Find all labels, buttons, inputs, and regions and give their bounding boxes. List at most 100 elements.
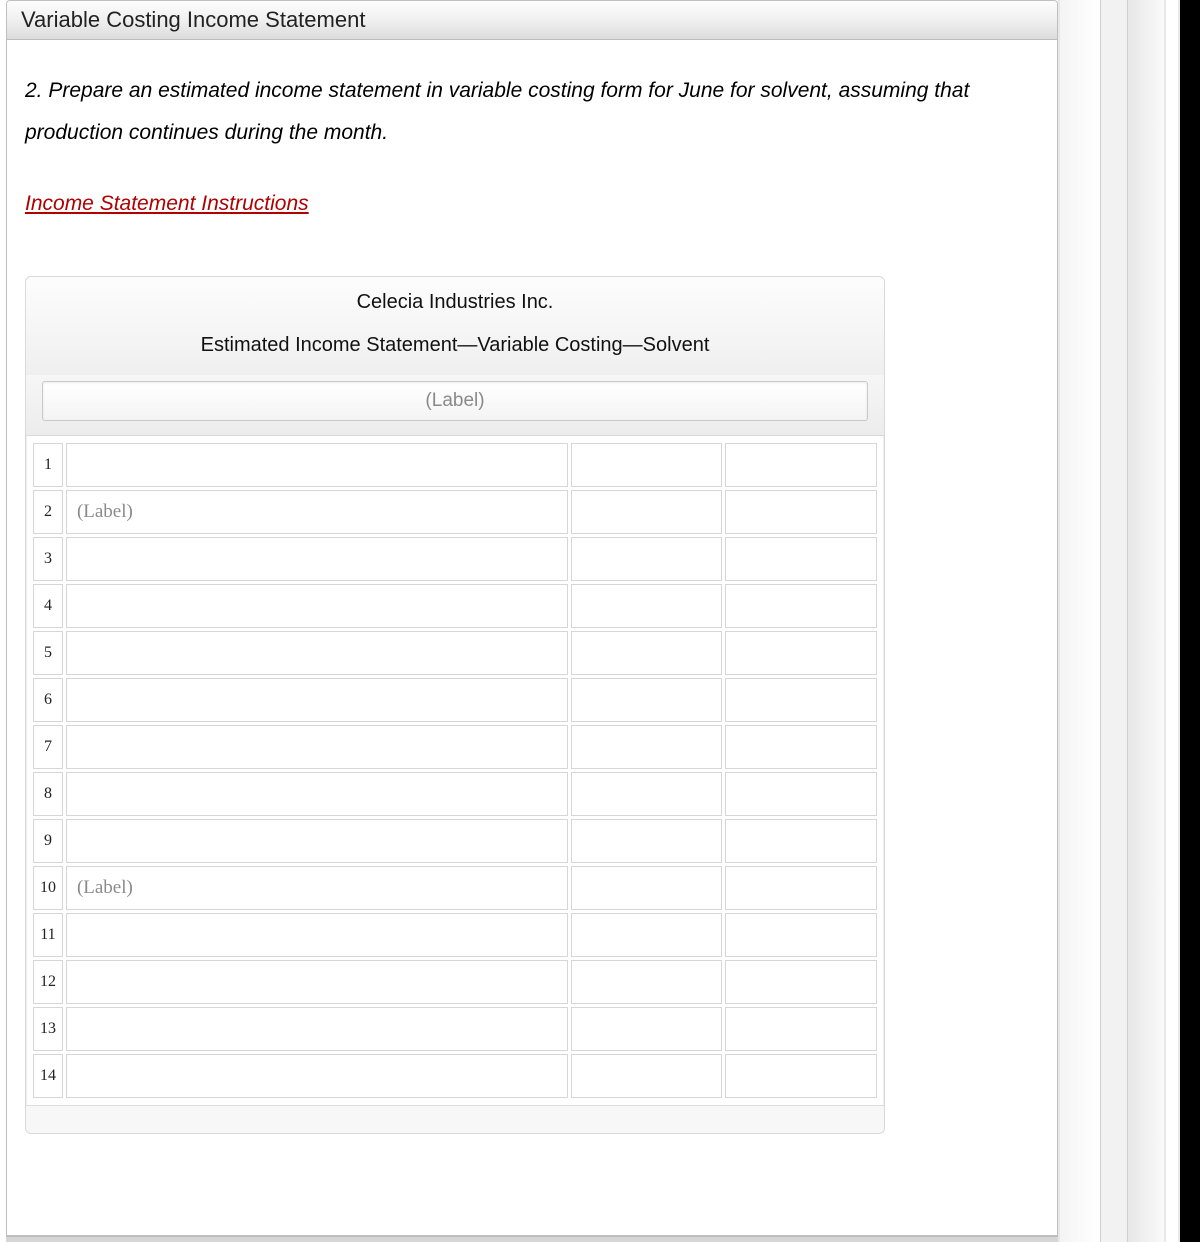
description-cell bbox=[66, 678, 568, 722]
value-cell-1 bbox=[571, 443, 722, 487]
value-input-2[interactable] bbox=[726, 632, 876, 674]
description-cell bbox=[66, 443, 568, 487]
value-input-1[interactable] bbox=[572, 961, 721, 1003]
row-number: 5 bbox=[33, 631, 63, 675]
value-input-2[interactable] bbox=[726, 491, 876, 533]
value-cell-1 bbox=[571, 1054, 722, 1098]
value-input-1[interactable] bbox=[572, 632, 721, 674]
value-cell-1 bbox=[571, 584, 722, 628]
value-input-2[interactable] bbox=[726, 961, 876, 1003]
value-cell-2 bbox=[725, 490, 877, 534]
value-input-1[interactable] bbox=[572, 1055, 721, 1097]
value-cell-1 bbox=[571, 1007, 722, 1051]
top-label-input[interactable] bbox=[42, 381, 868, 421]
value-cell-2 bbox=[725, 866, 877, 910]
value-input-1[interactable] bbox=[572, 538, 721, 580]
description-input[interactable] bbox=[67, 867, 567, 909]
value-input-1[interactable] bbox=[572, 820, 721, 862]
description-input[interactable] bbox=[67, 632, 567, 674]
value-input-2[interactable] bbox=[726, 444, 876, 486]
value-input-1[interactable] bbox=[572, 585, 721, 627]
table-row: 1 bbox=[33, 443, 877, 487]
value-input-2[interactable] bbox=[726, 820, 876, 862]
statement-grid: 1234567891011121314 bbox=[26, 436, 884, 1105]
value-cell-2 bbox=[725, 913, 877, 957]
table-row: 4 bbox=[33, 584, 877, 628]
value-cell-1 bbox=[571, 960, 722, 1004]
description-input[interactable] bbox=[67, 726, 567, 768]
description-cell bbox=[66, 1054, 568, 1098]
value-input-1[interactable] bbox=[572, 914, 721, 956]
value-cell-2 bbox=[725, 631, 877, 675]
description-input[interactable] bbox=[67, 1008, 567, 1050]
rail-segment bbox=[1100, 0, 1128, 1242]
description-input[interactable] bbox=[67, 773, 567, 815]
row-number: 14 bbox=[33, 1054, 63, 1098]
value-cell-1 bbox=[571, 725, 722, 769]
statement-header: Celecia Industries Inc. Estimated Income… bbox=[26, 277, 884, 375]
row-number: 6 bbox=[33, 678, 63, 722]
value-input-2[interactable] bbox=[726, 1008, 876, 1050]
row-number: 7 bbox=[33, 725, 63, 769]
description-input[interactable] bbox=[67, 444, 567, 486]
table-row: 2 bbox=[33, 490, 877, 534]
row-number: 9 bbox=[33, 819, 63, 863]
description-input[interactable] bbox=[67, 538, 567, 580]
table-row: 12 bbox=[33, 960, 877, 1004]
value-input-1[interactable] bbox=[572, 444, 721, 486]
description-input[interactable] bbox=[67, 491, 567, 533]
description-cell bbox=[66, 584, 568, 628]
row-number: 2 bbox=[33, 490, 63, 534]
value-input-1[interactable] bbox=[572, 773, 721, 815]
table-row: 14 bbox=[33, 1054, 877, 1098]
value-input-2[interactable] bbox=[726, 538, 876, 580]
value-input-1[interactable] bbox=[572, 726, 721, 768]
row-number: 3 bbox=[33, 537, 63, 581]
value-cell-2 bbox=[725, 819, 877, 863]
instructions-link[interactable]: Income Statement Instructions bbox=[25, 192, 309, 216]
table-row: 7 bbox=[33, 725, 877, 769]
value-cell-2 bbox=[725, 772, 877, 816]
table-row: 13 bbox=[33, 1007, 877, 1051]
description-input[interactable] bbox=[67, 914, 567, 956]
row-number: 13 bbox=[33, 1007, 63, 1051]
top-label-bar bbox=[26, 375, 884, 436]
value-cell-2 bbox=[725, 443, 877, 487]
rail-segment bbox=[1128, 0, 1164, 1242]
value-input-2[interactable] bbox=[726, 867, 876, 909]
value-input-1[interactable] bbox=[572, 1008, 721, 1050]
value-cell-1 bbox=[571, 819, 722, 863]
value-cell-1 bbox=[571, 913, 722, 957]
row-number: 11 bbox=[33, 913, 63, 957]
value-input-2[interactable] bbox=[726, 773, 876, 815]
description-cell bbox=[66, 537, 568, 581]
rail-segment bbox=[1178, 0, 1200, 1242]
description-input[interactable] bbox=[67, 679, 567, 721]
value-input-1[interactable] bbox=[572, 867, 721, 909]
question-instruction: 2. Prepare an estimated income statement… bbox=[25, 70, 1039, 154]
description-cell bbox=[66, 725, 568, 769]
panel-title: Variable Costing Income Statement bbox=[7, 1, 1057, 40]
value-input-2[interactable] bbox=[726, 914, 876, 956]
value-cell-2 bbox=[725, 725, 877, 769]
value-input-2[interactable] bbox=[726, 1055, 876, 1097]
value-cell-2 bbox=[725, 584, 877, 628]
table-row: 10 bbox=[33, 866, 877, 910]
value-cell-2 bbox=[725, 1007, 877, 1051]
description-cell bbox=[66, 819, 568, 863]
right-scroll-rail bbox=[1058, 0, 1200, 1242]
value-cell-1 bbox=[571, 772, 722, 816]
value-input-1[interactable] bbox=[572, 491, 721, 533]
description-input[interactable] bbox=[67, 961, 567, 1003]
value-input-2[interactable] bbox=[726, 726, 876, 768]
table-row: 8 bbox=[33, 772, 877, 816]
description-input[interactable] bbox=[67, 820, 567, 862]
value-input-2[interactable] bbox=[726, 585, 876, 627]
statement-subtitle: Estimated Income Statement—Variable Cost… bbox=[36, 334, 874, 357]
value-input-1[interactable] bbox=[572, 679, 721, 721]
description-input[interactable] bbox=[67, 1055, 567, 1097]
description-input[interactable] bbox=[67, 585, 567, 627]
description-cell bbox=[66, 913, 568, 957]
value-input-2[interactable] bbox=[726, 679, 876, 721]
value-cell-2 bbox=[725, 960, 877, 1004]
